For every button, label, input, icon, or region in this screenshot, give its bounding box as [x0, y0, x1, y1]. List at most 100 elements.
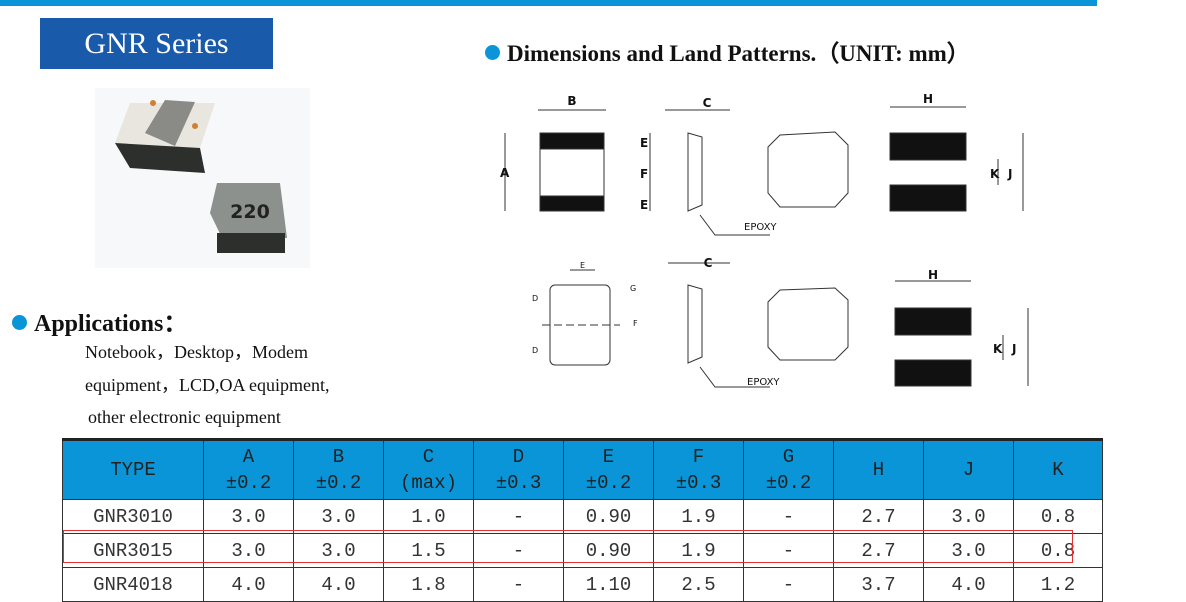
table-cell: 2.7: [833, 499, 924, 534]
svg-text:EPOXY: EPOXY: [744, 222, 777, 233]
column-header: K: [1013, 438, 1103, 500]
top-accent-bar: [0, 0, 1097, 6]
front-view-drawing-2: E D D F G: [532, 261, 638, 366]
column-header: H: [833, 438, 924, 500]
table-cell: 3.7: [833, 567, 924, 602]
svg-text:H: H: [923, 92, 933, 106]
column-header: E ±0.2: [563, 438, 654, 500]
column-header-text: ±0.2: [765, 472, 812, 494]
column-header-text: ±0.3: [495, 472, 542, 494]
svg-text:J: J: [1011, 342, 1016, 356]
column-header: D ±0.3: [473, 438, 564, 500]
column-header-text: ±0.2: [225, 472, 272, 494]
table-cell: 0.90: [563, 499, 654, 534]
column-header-text: F: [692, 446, 705, 468]
svg-text:H: H: [928, 268, 938, 282]
table-cell: 3.0: [923, 533, 1014, 568]
top-view-drawing-2: [767, 287, 849, 361]
svg-text:E: E: [640, 198, 648, 212]
dimensions-heading: Dimensions and Land Patterns.（UNIT: mm）: [485, 34, 970, 68]
table-cell: 1.0: [383, 499, 474, 534]
table-cell: -: [473, 499, 564, 534]
front-view-drawing: B A E F E: [500, 94, 651, 212]
inductor-marking: 220: [230, 201, 270, 223]
table-cell: -: [473, 533, 564, 568]
applications-heading: Applications：: [12, 303, 187, 338]
table-cell: GNR3010: [62, 499, 204, 534]
table-cell: 3.0: [923, 499, 1014, 534]
table-cell: 1.8: [383, 567, 474, 602]
applications-line: equipment，LCD,OA equipment,: [85, 374, 330, 395]
column-header-text: ±0.3: [675, 472, 722, 494]
column-header-text: J: [962, 459, 975, 481]
column-header-text: A: [242, 446, 255, 468]
column-header-text: G: [782, 446, 795, 468]
table-row: GNR4018 4.0 4.0 1.8-1.10 2.5-3.7 4.0 1.2: [62, 567, 1103, 602]
svg-text:K: K: [993, 342, 1003, 356]
column-header: C (max): [383, 438, 474, 500]
bullet-icon: [485, 45, 500, 60]
svg-text:J: J: [1007, 167, 1012, 181]
table-cell: -: [743, 499, 834, 534]
column-header: TYPE: [62, 438, 204, 500]
svg-text:D: D: [532, 346, 538, 355]
table-cell: 1.9: [653, 499, 744, 534]
svg-text:C: C: [703, 96, 712, 110]
svg-text:E: E: [640, 136, 648, 150]
applications-heading-text: Applications：: [34, 311, 188, 337]
column-header-text: K: [1052, 459, 1064, 481]
applications-text: Notebook，Desktop，Modem equipment，LCD,OA …: [85, 336, 329, 434]
side-view-drawing: C EPOXY: [665, 96, 777, 236]
table-cell: -: [473, 567, 564, 602]
column-header: F ±0.3: [653, 438, 744, 500]
svg-text:D: D: [532, 294, 538, 303]
top-view-drawing: [767, 131, 849, 208]
dimension-drawings: B A E F E C EPOXY H K J E D D F G C EPOX…: [500, 92, 1029, 388]
column-header-text: ±0.2: [585, 472, 632, 494]
table-cell: 1.10: [563, 567, 654, 602]
svg-text:EPOXY: EPOXY: [747, 377, 780, 388]
table-cell: 0.8: [1013, 533, 1103, 568]
column-header-text: H: [872, 459, 885, 481]
svg-text:B: B: [567, 94, 576, 108]
svg-text:F: F: [640, 167, 648, 181]
svg-text:C: C: [704, 256, 713, 270]
column-header: B ±0.2: [293, 438, 384, 500]
svg-text:G: G: [630, 284, 636, 293]
table-cell: GNR3015: [62, 533, 204, 568]
table-cell: 3.0: [203, 499, 294, 534]
table-cell: 0.90: [563, 533, 654, 568]
dimensions-heading-text: Dimensions and Land Patterns.（UNIT: mm）: [507, 41, 970, 66]
column-header-text: (max): [399, 472, 457, 494]
table-cell: 1.2: [1013, 567, 1103, 602]
column-header: J: [923, 438, 1014, 500]
column-header-text: TYPE: [110, 459, 156, 481]
series-title: GNR Series: [40, 18, 273, 69]
table-cell: 0.8: [1013, 499, 1103, 534]
svg-text:K: K: [990, 167, 1000, 181]
table-cell: GNR4018: [62, 567, 204, 602]
table-cell: 4.0: [293, 567, 384, 602]
table-cell: 2.5: [653, 567, 744, 602]
land-pattern-drawing: H K J: [889, 92, 1024, 212]
land-pattern-drawing-2: H K J: [894, 268, 1029, 387]
table-cell: 3.0: [293, 533, 384, 568]
side-view-drawing-2: C EPOXY: [668, 256, 780, 388]
product-photo: 220: [95, 88, 310, 268]
table-cell: 1.9: [653, 533, 744, 568]
table-cell: 3.0: [293, 499, 384, 534]
applications-line: other electronic equipment: [88, 407, 281, 427]
table-cell: -: [743, 533, 834, 568]
table-cell: 1.5: [383, 533, 474, 568]
table-header-row: TYPE A ±0.2 B ±0.2 C (max) D ±0.3 E ±0.2 F ±0.3 G ±0.2…: [62, 438, 1103, 500]
column-header-text: E: [602, 446, 615, 468]
table-cell: 3.0: [203, 533, 294, 568]
bullet-icon: [12, 315, 27, 330]
column-header-text: B: [332, 446, 345, 468]
column-header-text: ±0.2: [315, 472, 362, 494]
dimensions-table: TYPE A ±0.2 B ±0.2 C (max) D ±0.3 E ±0.2 F ±0.3 G ±0.2…: [62, 438, 1103, 602]
table-row: GNR3015 3.0 3.0 1.5-0.90 1.9-2.7 3.0 0.8: [62, 533, 1103, 568]
table-cell: 4.0: [923, 567, 1014, 602]
column-header: G ±0.2: [743, 438, 834, 500]
column-header: A ±0.2: [203, 438, 294, 500]
